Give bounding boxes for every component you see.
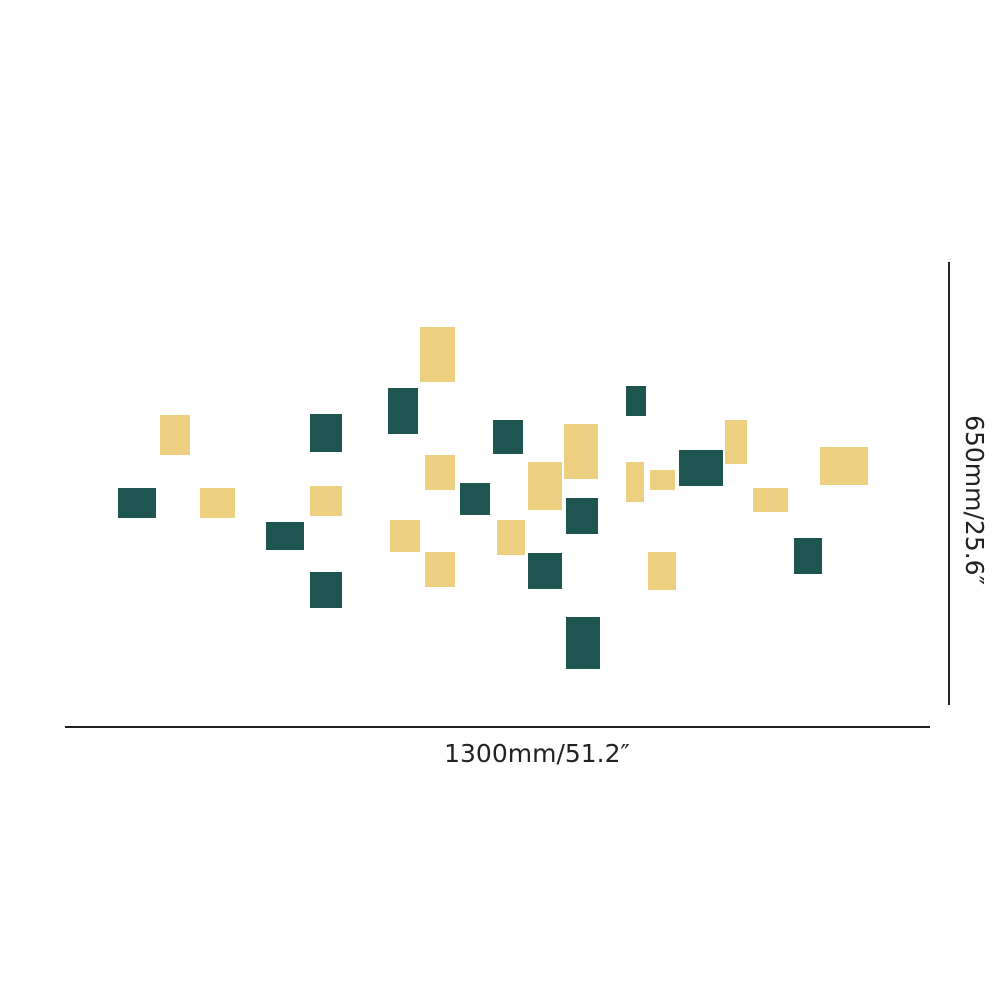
gold-panel <box>425 552 455 587</box>
green-panel <box>626 386 646 416</box>
width-label: 1300mm/51.2″ <box>444 739 630 768</box>
green-panel <box>794 538 822 574</box>
gold-panel <box>564 424 598 479</box>
gold-panel <box>200 488 235 518</box>
green-panel <box>566 498 598 534</box>
green-panel <box>566 617 600 669</box>
green-panel <box>493 420 523 454</box>
gold-panel <box>753 488 788 512</box>
height-label: 650mm/25.6″ <box>960 415 989 585</box>
gold-panel <box>425 455 455 490</box>
green-panel <box>528 553 562 589</box>
green-panel <box>388 388 418 434</box>
gold-panel <box>160 415 190 455</box>
green-panel <box>310 414 342 452</box>
gold-panel <box>648 552 676 590</box>
green-panel <box>266 522 304 550</box>
green-panel <box>679 450 723 486</box>
green-panel <box>460 483 490 515</box>
wall-art <box>62 268 932 700</box>
gold-panel <box>626 462 644 502</box>
gold-panel <box>390 520 420 552</box>
gold-panel <box>820 447 868 485</box>
gold-panel <box>497 520 525 555</box>
gold-panel <box>420 327 455 382</box>
gold-panel <box>310 486 342 516</box>
green-panel <box>118 488 156 518</box>
